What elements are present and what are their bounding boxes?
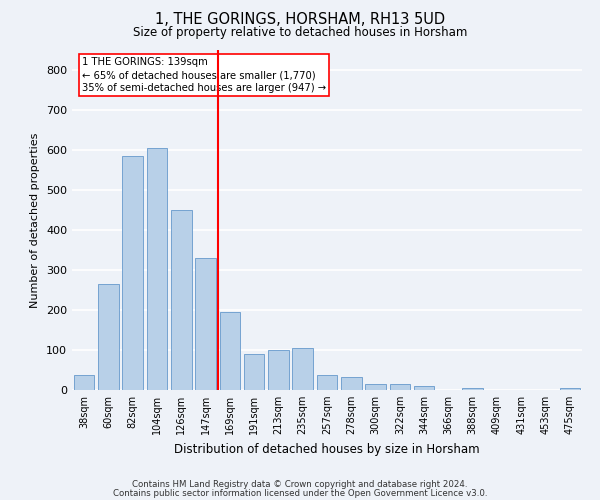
Bar [244, 354, 265, 390]
Bar [268, 350, 289, 390]
Bar [171, 210, 191, 390]
Bar [146, 148, 167, 390]
Bar [463, 388, 483, 390]
Bar [560, 388, 580, 390]
Text: Contains public sector information licensed under the Open Government Licence v3: Contains public sector information licen… [113, 489, 487, 498]
Bar [414, 386, 434, 390]
Text: Size of property relative to detached houses in Horsham: Size of property relative to detached ho… [133, 26, 467, 39]
Text: 1, THE GORINGS, HORSHAM, RH13 5UD: 1, THE GORINGS, HORSHAM, RH13 5UD [155, 12, 445, 28]
Bar [195, 258, 216, 390]
Bar [341, 377, 362, 390]
X-axis label: Distribution of detached houses by size in Horsham: Distribution of detached houses by size … [174, 442, 480, 456]
Y-axis label: Number of detached properties: Number of detached properties [31, 132, 40, 308]
Text: 1 THE GORINGS: 139sqm
← 65% of detached houses are smaller (1,770)
35% of semi-d: 1 THE GORINGS: 139sqm ← 65% of detached … [82, 57, 326, 93]
Bar [98, 284, 119, 390]
Bar [292, 348, 313, 390]
Bar [74, 375, 94, 390]
Text: Contains HM Land Registry data © Crown copyright and database right 2024.: Contains HM Land Registry data © Crown c… [132, 480, 468, 489]
Bar [317, 375, 337, 390]
Bar [389, 384, 410, 390]
Bar [220, 312, 240, 390]
Bar [122, 156, 143, 390]
Bar [365, 384, 386, 390]
